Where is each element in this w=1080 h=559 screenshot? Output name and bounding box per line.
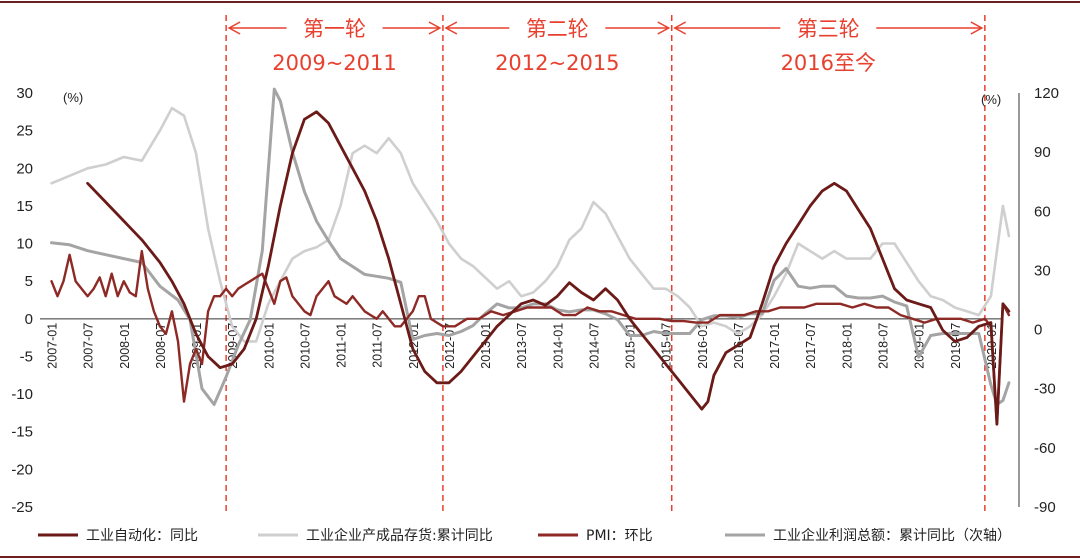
x-tick-label: 2007-01 <box>46 323 60 369</box>
y-left-tick-label: -5 <box>20 348 33 365</box>
y-right-tick-label: -30 <box>1034 381 1056 398</box>
cycle-title: 第二轮 <box>526 17 589 41</box>
legend-label-automation: 工业自动化：同比 <box>86 528 198 544</box>
x-tick-label: 2010-07 <box>298 323 312 369</box>
x-tick-label: 2011-07 <box>371 323 385 368</box>
x-tick-label: 2019-01 <box>913 323 927 369</box>
x-tick-label: 2010-01 <box>262 323 276 369</box>
x-tick-label: 2018-01 <box>840 323 854 369</box>
x-tick-label: 2016-01 <box>696 323 710 369</box>
legend: 工业自动化：同比 工业企业产成品存货:累计同比 PMI：环比 工业企业利润总额：累计同… <box>38 527 1011 544</box>
x-tick-label: 2011-01 <box>335 323 349 368</box>
y-left-tick-label: 0 <box>25 311 33 328</box>
y-right-tick-label: -90 <box>1034 499 1056 516</box>
y-left-tick-label: -25 <box>11 499 33 516</box>
x-tick-label: 2014-07 <box>587 323 601 369</box>
series-line-pmi <box>50 249 1011 426</box>
x-tick-label: 2007-07 <box>82 323 96 369</box>
y-right-tick-label: 30 <box>1034 262 1051 279</box>
cycle-title: 第一轮 <box>303 17 366 41</box>
y-right-unit: (%) <box>981 92 1001 107</box>
cycle-period: 2016至今 <box>781 51 876 75</box>
series-line-automation <box>86 110 1011 426</box>
cycle-arrowhead-left <box>444 21 458 35</box>
y-left-tick-label: 25 <box>16 123 33 140</box>
y-right-tick-label: 0 <box>1034 322 1042 339</box>
x-tick-label: 2012-07 <box>443 323 457 369</box>
x-tick-label: 2008-01 <box>118 323 132 369</box>
cycle-arrowhead-right <box>970 21 984 35</box>
cycle-arrowhead-right <box>657 21 671 35</box>
y-left-unit: (%) <box>63 90 83 105</box>
axes: 30 25 20 15 10 5 0 -5 -10 -15 -20 -25 120 90 60 30 0 -30 -… <box>11 85 1059 516</box>
legend-label-pmi: PMI：环比 <box>586 528 653 544</box>
cycle-arrowhead-left <box>673 21 687 35</box>
y-left-tick-label: -20 <box>11 461 33 478</box>
y-left-tick-label: -10 <box>11 386 33 403</box>
x-tick-label: 2017-07 <box>804 323 818 369</box>
y-right-tick-label: -60 <box>1034 440 1056 457</box>
x-tick-label: 2008-07 <box>154 323 168 369</box>
legend-label-inventory: 工业企业产成品存货:累计同比 <box>306 527 493 544</box>
cycle-title: 第三轮 <box>797 17 860 41</box>
y-right-tick-label: 90 <box>1034 144 1051 161</box>
y-left-tick-label: 30 <box>16 85 33 102</box>
x-tick-label: 2019-07 <box>949 323 963 369</box>
plot-lines <box>50 87 1011 426</box>
cycle-arrowhead-right <box>428 21 442 35</box>
y-right-tick-label: 60 <box>1034 203 1051 220</box>
cycle-period: 2009~2011 <box>272 51 396 75</box>
y-right-tick-label: 120 <box>1034 85 1059 102</box>
x-tick-label: 2013-07 <box>515 323 529 369</box>
legend-label-profit: 工业企业利润总额：累计同比（次轴） <box>773 527 1011 544</box>
y-left-tick-label: -15 <box>11 424 33 441</box>
x-tick-label: 2018-07 <box>876 323 890 369</box>
y-left-tick-label: 15 <box>16 198 33 215</box>
y-left-tick-label: 5 <box>25 273 33 290</box>
cycle-arrowhead-left <box>227 21 241 35</box>
x-tick-label: 2014-01 <box>551 323 565 369</box>
y-left-tick-label: 10 <box>16 236 33 253</box>
x-tick-label: 2015-07 <box>660 323 674 369</box>
cycle-period: 2012~2015 <box>495 51 619 75</box>
x-tick-label: 2017-01 <box>768 323 782 369</box>
y-left-tick-label: 20 <box>16 160 33 177</box>
cycle-annotations: 第一轮 2009~2011 第二轮 2012~2015 第三轮 2016至今 <box>225 15 986 515</box>
